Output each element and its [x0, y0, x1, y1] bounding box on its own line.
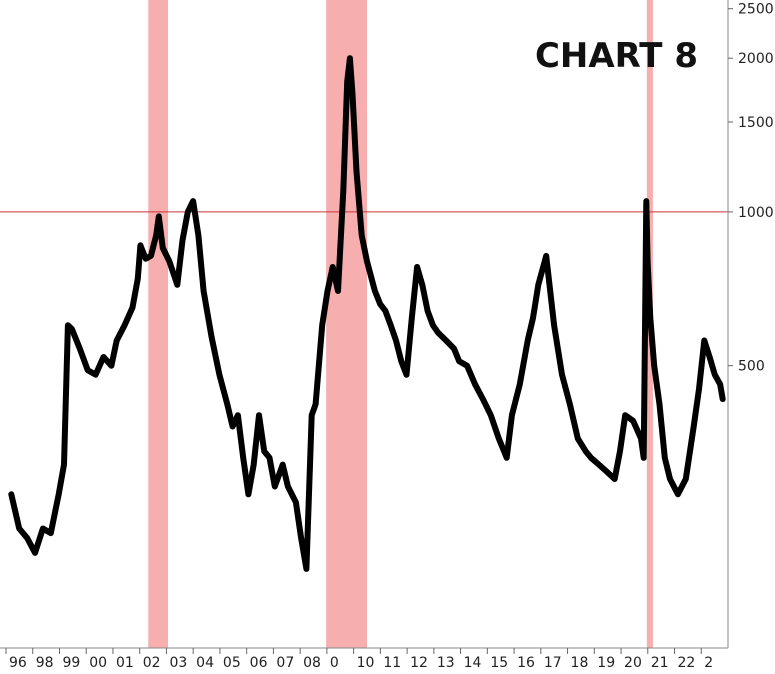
x-tick-label-7: 04: [196, 655, 214, 671]
x-tick-label-14: 11: [383, 655, 401, 671]
y-tick-label-500: 500: [738, 359, 765, 375]
shaded-period-1: [148, 0, 169, 648]
x-tick-label-21: 18: [571, 655, 589, 671]
x-tick-label-0: 96: [9, 655, 27, 671]
y-tick-label-1500: 1500: [738, 115, 774, 131]
x-tick-label-12: 0: [330, 655, 339, 671]
x-tick-label-9: 06: [250, 655, 268, 671]
x-tick-label-10: 07: [276, 655, 294, 671]
y-tick-label-2000: 2000: [738, 51, 774, 67]
x-tick-label-1: 98: [36, 655, 54, 671]
x-tick-label-19: 16: [517, 655, 535, 671]
x-tick-label-11: 08: [303, 655, 321, 671]
x-tick-label-2: 99: [62, 655, 80, 671]
y-axis-ticks: 500 1000 1500 2000 2500: [728, 2, 774, 375]
series-line: [8, 55, 726, 572]
x-tick-label-15: 12: [410, 655, 428, 671]
x-tick-label-26: 2: [704, 655, 713, 671]
x-tick-label-24: 21: [651, 655, 669, 671]
x-tick-label-4: 01: [116, 655, 134, 671]
y-tick-label-1000: 1000: [738, 205, 774, 221]
x-tick-label-16: 13: [437, 655, 455, 671]
x-tick-label-22: 19: [597, 655, 615, 671]
x-tick-label-23: 20: [624, 655, 642, 671]
x-tick-label-20: 17: [544, 655, 562, 671]
x-tick-label-18: 15: [490, 655, 508, 671]
x-tick-label-3: 00: [89, 655, 107, 671]
x-tick-label-8: 05: [223, 655, 241, 671]
x-tick-label-25: 22: [678, 655, 696, 671]
chart-title: CHART 8: [535, 36, 698, 76]
x-tick-label-13: 10: [357, 655, 375, 671]
x-tick-label-17: 14: [464, 655, 482, 671]
x-tick-label-6: 03: [169, 655, 187, 671]
x-axis-ticks: 96 98 99 00 01 02 03 04 05 06 07 08 0 10 11 12 13 14 15 16 1…: [5, 648, 713, 671]
x-tick-label-5: 02: [143, 655, 161, 671]
y-tick-label-2500: 2500: [738, 2, 774, 18]
